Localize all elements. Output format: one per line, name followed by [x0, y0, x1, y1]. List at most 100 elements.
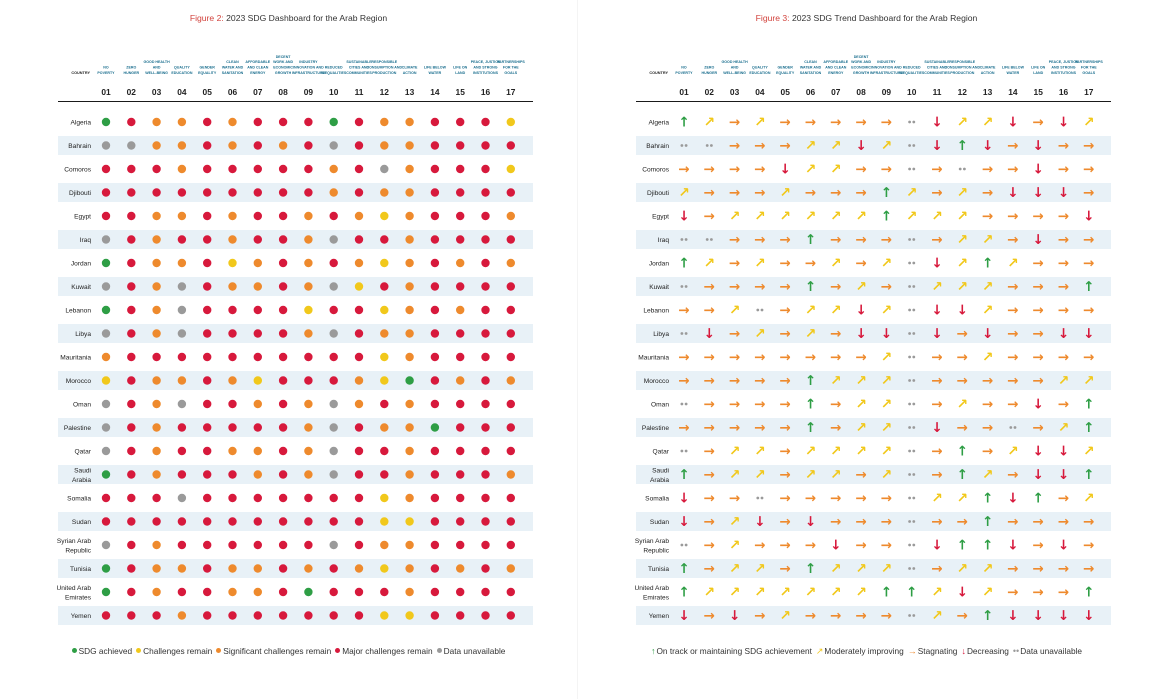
trend-arrow-14-15: →	[1033, 420, 1044, 436]
status-dot-1-11	[354, 117, 364, 127]
trend-arrow-7-13: ↑	[982, 255, 993, 271]
status-dot-14-9	[304, 423, 313, 432]
status-dot-3-16	[481, 164, 490, 174]
trend-arrow-12-3: →	[729, 373, 740, 389]
trend-arrow-1-14: ↓	[1007, 114, 1018, 130]
status-dot-14-8	[278, 423, 288, 432]
row-stripe	[636, 465, 1111, 484]
trend-arrow-21-7: ↗	[830, 584, 841, 600]
trend-arrow-3-3: →	[729, 161, 740, 177]
country-column-header: COUNTRY	[71, 71, 90, 75]
status-dot-1-13	[405, 117, 414, 127]
trend-arrow-1-7: →	[830, 114, 841, 130]
trend-arrow-8-12: ↗	[957, 279, 968, 295]
status-dot-19-14	[430, 540, 440, 550]
trend-arrow-6-9: →	[881, 232, 892, 248]
status-dot-6-10	[329, 235, 338, 244]
trend-arrow-18-9: →	[881, 514, 892, 530]
goal-number-03: 03	[730, 87, 740, 97]
trend-na-dot-b-17-4	[760, 496, 764, 500]
goal-label-10-line-2: INEQUALITIES	[899, 71, 925, 75]
trend-arrow-12-4: →	[754, 373, 765, 389]
status-dot-4-14	[430, 188, 440, 197]
status-dot-1-15	[456, 117, 465, 127]
status-dot-16-11	[354, 470, 364, 479]
status-dot-13-15	[456, 399, 465, 409]
legend-label: On track or maintaining SDG achievement	[656, 646, 812, 656]
status-dot-15-16	[481, 446, 490, 456]
legend-label: Decreasing	[966, 646, 1009, 656]
status-dot-20-4	[177, 564, 187, 573]
trend-na-dot-b-8-1	[684, 285, 688, 288]
trend-arrow-7-17: →	[1083, 255, 1094, 271]
trend-arrow-9-1: →	[678, 302, 689, 318]
trend-arrow-4-6: →	[805, 185, 816, 201]
status-dot-20-17	[506, 564, 515, 573]
goal-label-04-line-1: QUALITY	[752, 66, 768, 70]
status-dot-2-7	[253, 141, 262, 150]
trend-arrow-12-16: ↗	[1058, 373, 1069, 389]
trend-arrow-7-8: →	[855, 255, 866, 271]
status-dot-9-3	[152, 305, 161, 315]
goal-label-15-line-1: LIFE ON	[453, 66, 468, 70]
row-stripe	[636, 183, 1111, 202]
status-dot-11-12	[380, 352, 389, 362]
status-dot-8-17	[506, 282, 515, 291]
status-dot-6-2	[127, 235, 136, 244]
row-stripe	[58, 606, 533, 625]
trend-arrow-15-17: ↗	[1083, 443, 1094, 459]
trend-arrow-18-12: →	[957, 514, 968, 530]
trend-arrow-17-13: ↑	[982, 490, 993, 506]
status-dot-7-13	[405, 258, 414, 268]
status-dot-9-12	[380, 305, 389, 315]
status-dot-10-15	[456, 329, 465, 338]
status-dot-16-16	[481, 470, 490, 479]
status-dot-16-13	[405, 470, 414, 479]
goal-label-14-line-2: WATER	[429, 71, 442, 75]
trend-arrow-21-6: ↗	[805, 584, 816, 600]
status-dot-16-10	[329, 470, 338, 479]
legend-dot-icon	[71, 648, 77, 653]
status-dot-22-10	[329, 611, 338, 620]
status-dot-8-8	[278, 282, 288, 291]
status-dot-1-4	[177, 117, 187, 127]
trend-na-dot-a-19-10	[908, 543, 911, 547]
status-dot-16-3	[152, 470, 161, 479]
status-dot-7-11	[354, 258, 364, 268]
trend-arrow-2-16: →	[1058, 138, 1069, 154]
goal-label-03-line-1: GOOD HEALTH	[143, 60, 170, 64]
trend-arrow-8-9: →	[881, 279, 892, 295]
trend-na-dot-b-14-14	[1013, 426, 1017, 429]
status-dot-20-3	[152, 564, 161, 573]
trend-arrow-9-14: →	[1007, 302, 1018, 318]
status-dot-12-8	[278, 376, 288, 385]
status-dot-21-12	[380, 587, 389, 597]
status-dot-22-11	[354, 611, 364, 620]
status-dot-18-3	[152, 517, 161, 526]
status-dot-6-7	[253, 235, 262, 244]
trend-na-dot-b-9-4	[760, 308, 764, 312]
status-dot-15-10	[329, 446, 338, 456]
trend-arrow-8-15: →	[1033, 279, 1044, 295]
trend-arrow-20-7: ↗	[830, 561, 841, 577]
trend-arrow-20-11: →	[931, 561, 942, 577]
goal-number-04: 04	[755, 87, 765, 97]
legend-label: Moderately improving	[824, 646, 904, 656]
trend-arrow-20-1: ↑	[678, 561, 689, 577]
trend-arrow-3-9: →	[881, 161, 892, 177]
status-dot-15-8	[278, 446, 288, 456]
status-dot-19-15	[456, 540, 465, 550]
trend-arrow-2-4: →	[754, 138, 765, 154]
goal-number-08: 08	[278, 87, 288, 97]
trend-arrow-15-7: ↗	[830, 443, 841, 459]
trend-na-dot-b-18-10	[912, 520, 916, 523]
status-dot-2-17	[506, 141, 515, 150]
trend-arrow-2-12: ↑	[957, 138, 968, 154]
status-dot-8-11	[354, 282, 364, 291]
goal-label-03-line-1: GOOD HEALTH	[721, 60, 748, 64]
trend-arrow-22-8: →	[855, 608, 866, 624]
status-dot-18-10	[329, 517, 338, 526]
trend-arrow-6-13: ↗	[982, 232, 993, 248]
status-dot-19-12	[380, 540, 389, 550]
trend-arrow-9-8: ↓	[855, 302, 866, 318]
